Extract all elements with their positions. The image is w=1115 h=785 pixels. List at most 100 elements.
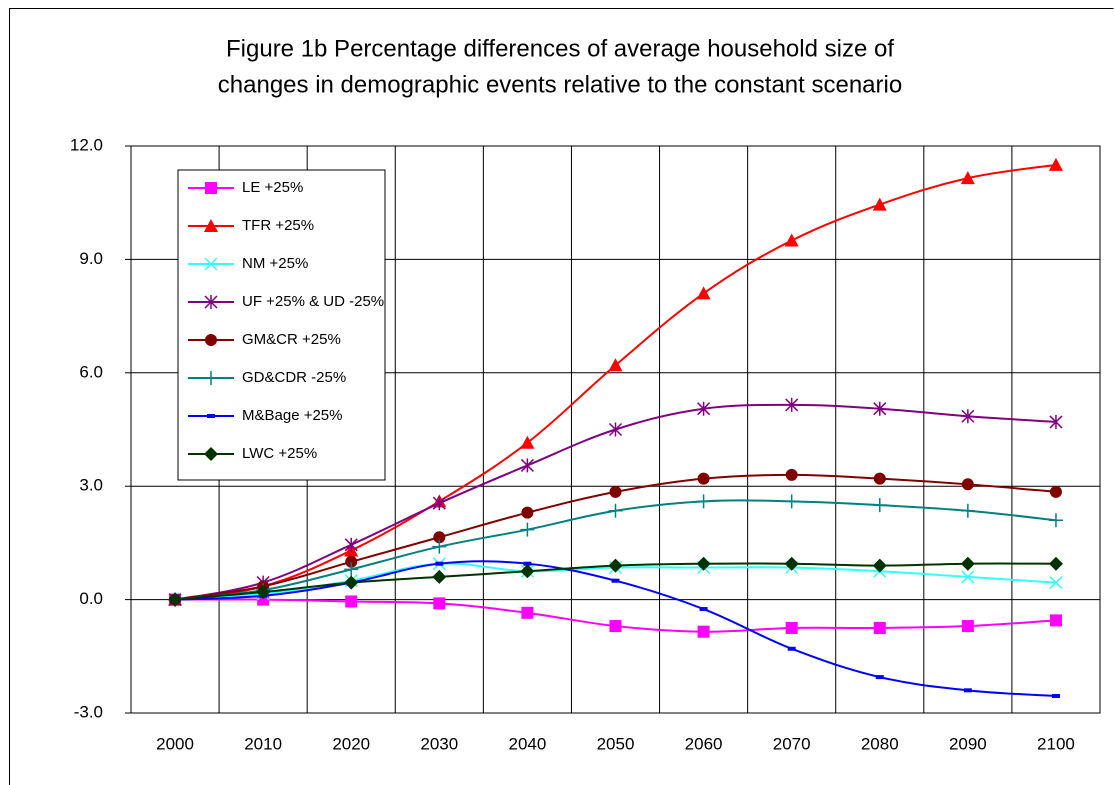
marker bbox=[256, 585, 271, 600]
x-tick-label: 2020 bbox=[332, 734, 370, 753]
marker bbox=[1051, 693, 1060, 698]
marker bbox=[521, 606, 534, 619]
marker bbox=[699, 607, 708, 612]
marker bbox=[611, 578, 620, 583]
marker bbox=[433, 531, 446, 544]
marker bbox=[344, 575, 359, 590]
marker bbox=[785, 397, 799, 412]
marker bbox=[697, 401, 711, 416]
marker bbox=[872, 558, 887, 573]
marker bbox=[697, 625, 710, 638]
marker bbox=[785, 468, 798, 481]
marker bbox=[520, 564, 535, 579]
marker bbox=[784, 233, 799, 247]
marker bbox=[873, 401, 887, 416]
legend-marker bbox=[207, 414, 215, 418]
x-tick-label: 2030 bbox=[420, 734, 458, 753]
chart-border bbox=[9, 8, 1114, 785]
y-tick-label: -3.0 bbox=[74, 702, 103, 721]
marker bbox=[784, 556, 799, 571]
x-tick-label: 2060 bbox=[685, 734, 723, 753]
marker bbox=[873, 621, 886, 634]
legend-label: GD&CDR -25% bbox=[242, 369, 346, 386]
marker bbox=[609, 620, 622, 633]
legend-marker bbox=[204, 295, 218, 309]
marker bbox=[1048, 556, 1063, 571]
marker bbox=[696, 286, 711, 300]
marker bbox=[875, 675, 884, 680]
marker bbox=[523, 561, 532, 566]
y-tick-label: 0.0 bbox=[79, 589, 103, 608]
marker bbox=[344, 562, 359, 577]
x-tick-label: 2100 bbox=[1037, 734, 1075, 753]
legend-label: LWC +25% bbox=[242, 445, 317, 462]
marker bbox=[168, 592, 183, 607]
marker bbox=[961, 620, 974, 633]
marker bbox=[608, 558, 623, 573]
marker bbox=[787, 646, 796, 651]
marker bbox=[961, 478, 974, 491]
marker bbox=[872, 197, 887, 211]
marker bbox=[1049, 576, 1063, 590]
marker bbox=[345, 595, 358, 608]
legend: LE +25% TFR +25% NM +25% UF +25% & UD -25% G… bbox=[177, 169, 386, 481]
legend-label: GM&CR +25% bbox=[242, 331, 341, 348]
marker bbox=[345, 555, 358, 568]
marker bbox=[608, 422, 623, 437]
y-tick-label: 12.0 bbox=[70, 135, 103, 154]
marker bbox=[433, 597, 446, 610]
plot-border bbox=[130, 145, 1101, 714]
marker bbox=[1048, 513, 1063, 528]
marker bbox=[960, 556, 975, 571]
legend-marker bbox=[205, 334, 217, 346]
legend-box bbox=[177, 169, 386, 481]
y-tick-label: 3.0 bbox=[79, 476, 103, 495]
chart-title: changes in demographic events relative t… bbox=[218, 71, 902, 98]
marker bbox=[784, 494, 799, 509]
marker bbox=[1049, 485, 1062, 498]
y-tick-label: 9.0 bbox=[79, 249, 103, 268]
marker bbox=[432, 539, 447, 554]
marker bbox=[609, 485, 622, 498]
marker bbox=[696, 556, 711, 571]
marker bbox=[520, 522, 535, 537]
legend-label: UF +25% & UD -25% bbox=[242, 293, 384, 310]
marker bbox=[960, 503, 975, 518]
marker bbox=[696, 494, 711, 509]
series bbox=[168, 556, 1063, 607]
marker bbox=[432, 569, 447, 584]
legend-marker bbox=[204, 371, 218, 385]
marker bbox=[1048, 157, 1063, 171]
marker bbox=[520, 435, 535, 449]
marker bbox=[961, 409, 975, 424]
x-tick-label: 2070 bbox=[773, 734, 811, 753]
x-tick-label: 2000 bbox=[156, 734, 194, 753]
legend-label: LE +25% bbox=[242, 179, 303, 196]
x-tick-label: 2050 bbox=[597, 734, 635, 753]
marker bbox=[521, 506, 534, 519]
x-tick-label: 2040 bbox=[508, 734, 546, 753]
marker bbox=[785, 621, 798, 634]
marker bbox=[960, 171, 975, 185]
marker bbox=[608, 503, 623, 518]
x-tick-label: 2090 bbox=[949, 734, 987, 753]
marker bbox=[344, 537, 358, 552]
marker bbox=[520, 458, 534, 473]
legend-marker bbox=[205, 182, 217, 194]
marker bbox=[1049, 414, 1063, 429]
marker bbox=[963, 688, 972, 693]
legend-label: TFR +25% bbox=[242, 217, 314, 234]
legend-label: NM +25% bbox=[242, 255, 308, 272]
marker bbox=[961, 570, 975, 584]
marker bbox=[873, 472, 886, 485]
y-tick-label: 6.0 bbox=[79, 362, 103, 381]
marker bbox=[872, 498, 887, 513]
legend-marker bbox=[204, 447, 218, 461]
x-tick-label: 2080 bbox=[861, 734, 899, 753]
marker bbox=[1049, 614, 1062, 627]
marker bbox=[608, 358, 623, 372]
legend-label: M&Bage +25% bbox=[242, 407, 342, 424]
chart-title: Figure 1b Percentage differences of aver… bbox=[226, 35, 894, 62]
